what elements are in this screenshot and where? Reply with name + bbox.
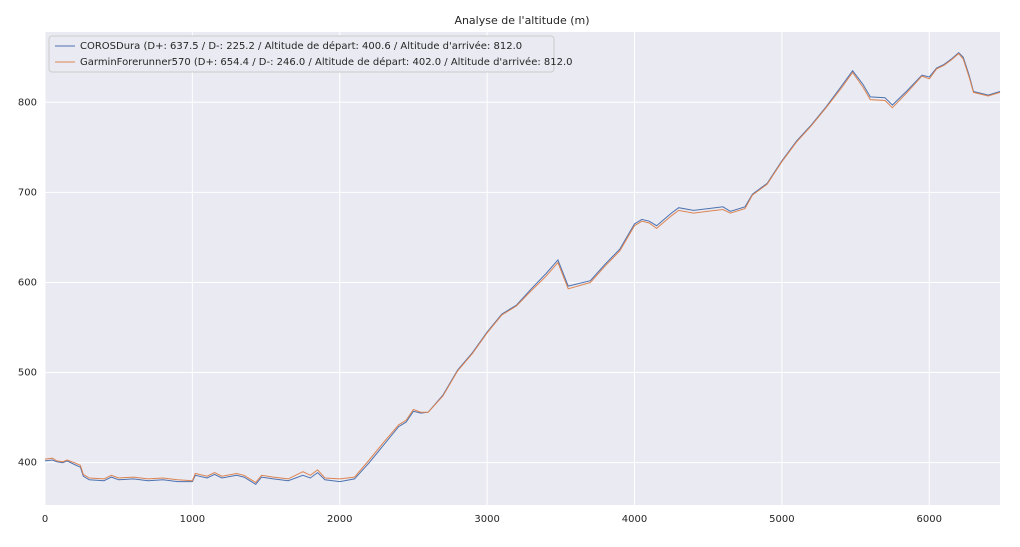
x-tick-label: 1000	[180, 514, 205, 525]
legend-label: GarminForerunner570 (D+: 654.4 / D-: 246…	[80, 56, 573, 68]
x-tick-label: 2000	[327, 514, 352, 525]
x-tick-label: 4000	[622, 514, 647, 525]
line	[44, 52, 1001, 485]
x-tick-label: 3000	[474, 514, 499, 525]
y-tick-label: 600	[18, 277, 37, 288]
chart-title: Analyse de l'altitude (m)	[454, 14, 589, 27]
y-tick-label: 400	[18, 458, 37, 469]
y-tick-label: 800	[18, 97, 37, 108]
y-tick-label: 700	[18, 187, 37, 198]
line	[44, 52, 1001, 484]
x-tick-label: 0	[42, 514, 48, 525]
legend-label: COROSDura (D+: 637.5 / D-: 225.2 / Altit…	[80, 40, 522, 52]
x-tick-label: 5000	[769, 514, 794, 525]
x-tick-label: 6000	[917, 514, 942, 525]
y-tick-label: 500	[18, 368, 37, 379]
plot-area	[45, 32, 1000, 505]
legend-box	[48, 35, 555, 73]
